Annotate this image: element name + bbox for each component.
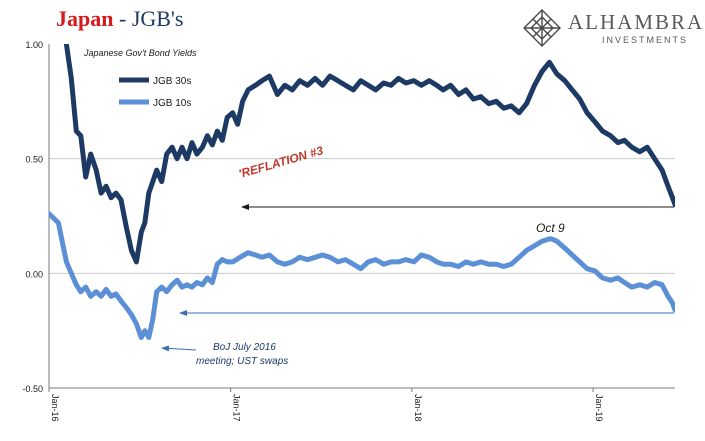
y-tick-label: 0.00 (25, 269, 43, 279)
y-tick-label: 0.50 (25, 155, 43, 165)
y-tick-label: -0.50 (22, 384, 43, 394)
axis-layer: 1.00 0.50 0.00 -0.50 Jan-16 Jan-17 Jan-18 Jan-1… (22, 40, 675, 422)
title-japan: Japan (56, 6, 114, 31)
legend: JGB 30s JGB 10s (119, 76, 191, 109)
boj-label-line1: BoJ July 2016 (213, 342, 276, 353)
series-layer (49, 44, 675, 340)
alhambra-logo: ALHAMBRA INVESTMENTS (522, 8, 702, 48)
boj-label-line2: meeting; UST swaps (196, 356, 288, 367)
annotation-reflation: 'REFLATION #3 (237, 143, 674, 210)
x-tick-label: Jan-18 (413, 394, 423, 422)
oct9-label: Oct 9 (536, 221, 565, 235)
legend-label-jgb10: JGB 10s (153, 98, 191, 109)
boj-arrow (161, 345, 197, 352)
title-separator: - (113, 6, 132, 31)
x-tick-label: Jan-16 (50, 394, 60, 422)
brand-subtitle: INVESTMENTS (602, 35, 689, 45)
series-line-jgb10 (49, 211, 675, 340)
legend-label-jgb30: JGB 30s (153, 76, 191, 87)
annotation-boj: BoJ July 2016 meeting; UST swaps (161, 342, 288, 367)
reflation-label: 'REFLATION #3 (237, 143, 325, 181)
chart-subtitle: Japanese Gov't Bond Yields (83, 48, 197, 58)
chart-title: Japan - JGB's (56, 6, 183, 32)
x-tick-label: Jan-17 (232, 394, 242, 422)
y-tick-label: 1.00 (25, 40, 43, 50)
grid-layer (49, 158, 675, 274)
series-line-jgb30 (63, 44, 675, 265)
title-jgbs: JGB's (131, 6, 184, 31)
brand-name: ALHAMBRA (568, 10, 705, 34)
x-tick-label: Jan-19 (594, 394, 604, 422)
diamond-lattice-icon (523, 9, 561, 47)
